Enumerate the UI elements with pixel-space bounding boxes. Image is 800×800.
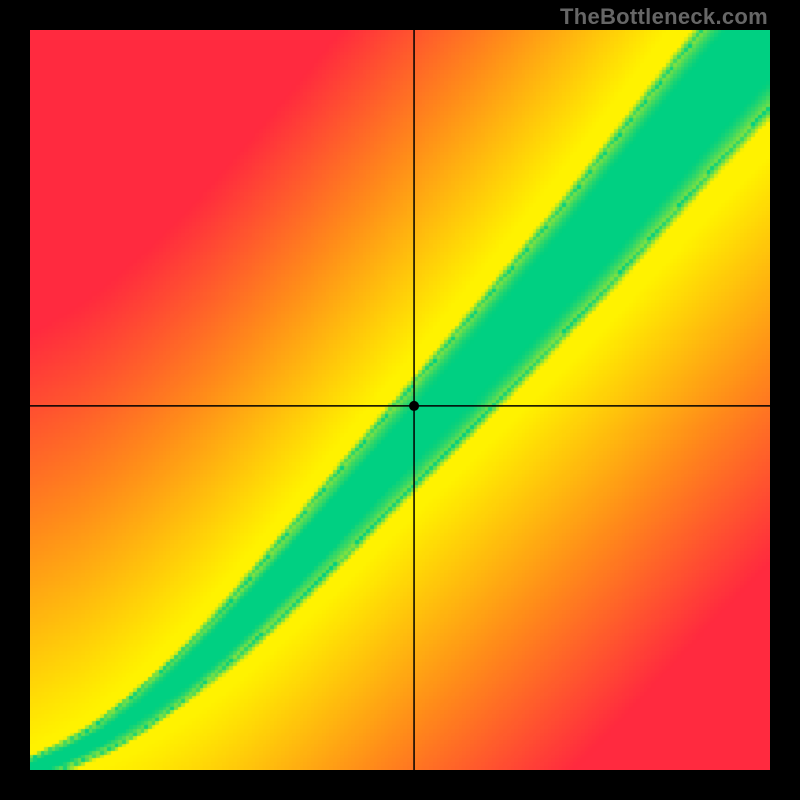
bottleneck-heatmap bbox=[30, 30, 770, 770]
heatmap-canvas bbox=[30, 30, 770, 770]
attribution-text: TheBottleneck.com bbox=[560, 4, 768, 30]
